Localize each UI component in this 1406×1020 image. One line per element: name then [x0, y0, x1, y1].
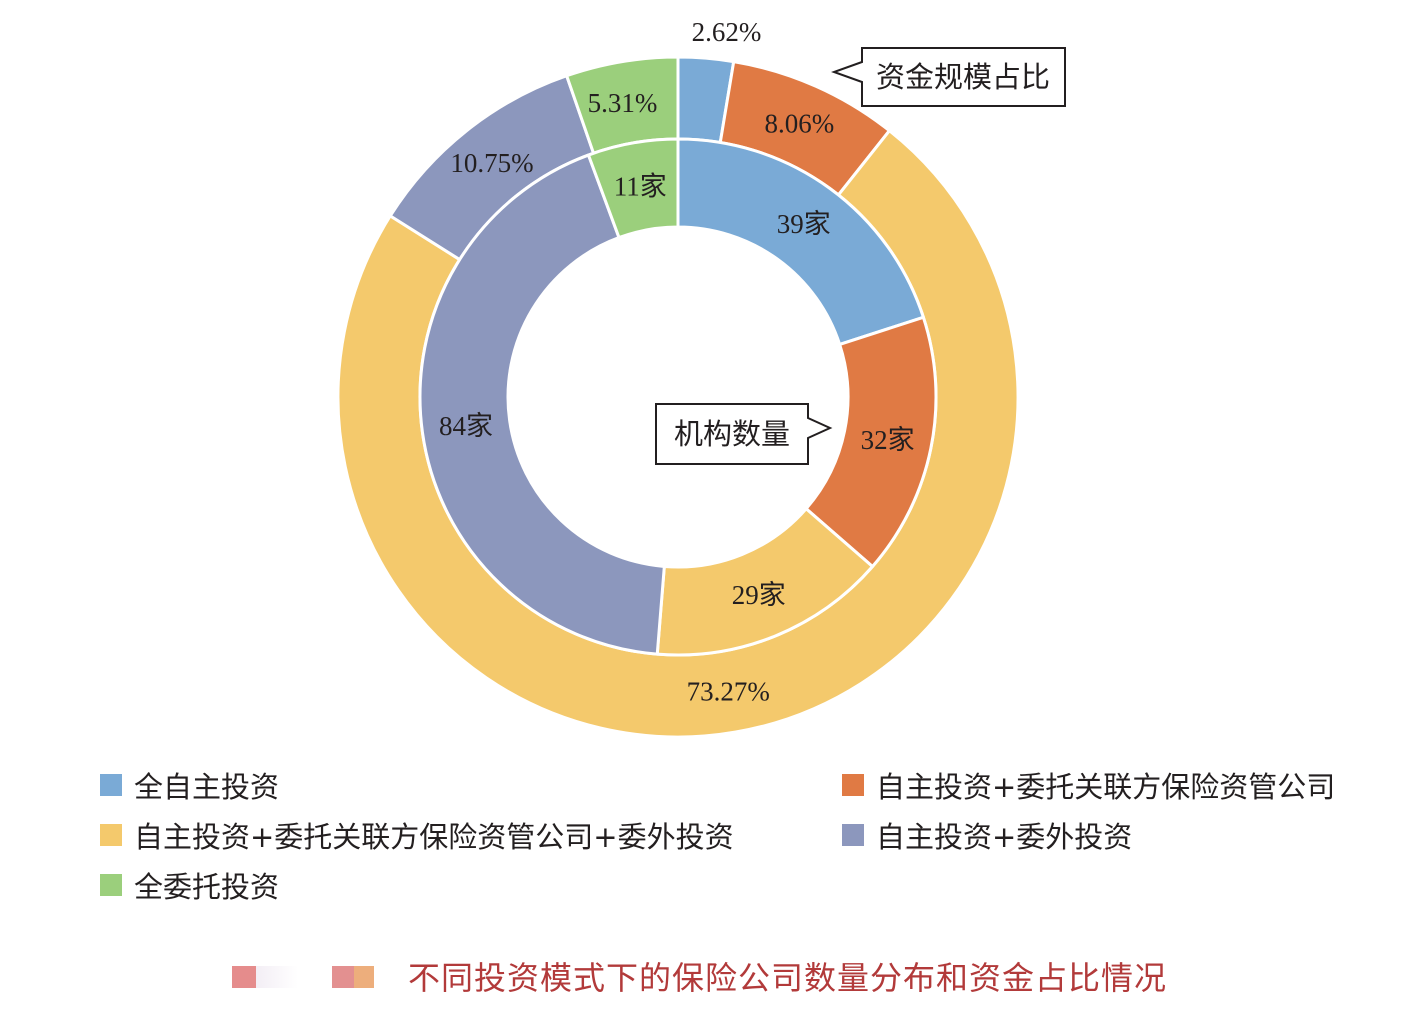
inner-slice-full-self	[676, 137, 925, 346]
inner-ring-institution-count	[418, 137, 938, 657]
callout-funds-share: 资金规模占比	[831, 47, 1066, 107]
legend-swatch-self-outsourced	[842, 824, 864, 846]
legend-item-self-outsourced: 自主投资+委外投资	[842, 814, 1132, 856]
legend-item-full-self: 全自主投资	[100, 764, 279, 806]
inner-slice-full-entrusted	[586, 137, 680, 240]
legend-label-self-affiliate: 自主投资+委托关联方保险资管公司	[876, 770, 1336, 804]
legend-swatch-self-affiliate-outsourced	[100, 824, 122, 846]
callout-institution-count-text: 机构数量	[674, 417, 790, 451]
inner-label-full-self: 39家	[777, 209, 831, 239]
callout-institution-count: 机构数量	[655, 403, 833, 465]
callout-funds-share-text: 资金规模占比	[876, 60, 1050, 94]
outer-label-self-affiliate-outsourced: 73.27%	[687, 677, 770, 707]
legend-swatch-full-self	[100, 774, 122, 796]
inner-label-self-outsourced: 84家	[439, 411, 493, 441]
inner-slice-self-outsourced	[418, 153, 666, 656]
legend-item-full-entrusted: 全委托投资	[100, 864, 279, 906]
legend-item-self-affiliate-outsourced: 自主投资+委托关联方保险资管公司+委外投资	[100, 814, 734, 856]
caption-decoration-right	[332, 966, 374, 988]
outer-label-self-outsourced: 10.75%	[450, 148, 533, 178]
legend-label-self-outsourced: 自主投资+委外投资	[876, 820, 1133, 854]
callout-funds-share-box	[831, 47, 1066, 107]
slice-labels: 39家 32家 29家 84家 11家 2.62% 8.06% 73.27% 10.75% 5.3…	[439, 17, 915, 707]
inner-label-self-affiliate-outsourced: 29家	[732, 580, 786, 610]
outer-label-self-affiliate: 8.06%	[764, 109, 834, 139]
caption-text: 不同投资模式下的保险公司数量分布和资金占比情况	[408, 959, 1168, 997]
inner-label-self-affiliate: 32家	[861, 425, 915, 455]
caption-decoration-left	[232, 966, 298, 988]
legend-label-full-self: 全自主投资	[134, 770, 280, 804]
legend-label-full-entrusted: 全委托投资	[134, 870, 280, 904]
legend-item-self-affiliate: 自主投资+委托关联方保险资管公司	[842, 764, 1335, 806]
inner-label-full-entrusted: 11家	[614, 171, 667, 201]
figure-caption: 不同投资模式下的保险公司数量分布和资金占比情况	[0, 958, 1406, 998]
outer-label-full-entrusted: 5.31%	[588, 88, 658, 118]
legend-swatch-self-affiliate	[842, 774, 864, 796]
outer-label-full-self: 2.62%	[692, 17, 762, 47]
legend-label-self-affiliate-outsourced: 自主投资+委托关联方保险资管公司+委外投资	[134, 820, 734, 854]
callout-institution-count-box	[655, 403, 833, 465]
legend-swatch-full-entrusted	[100, 874, 122, 896]
